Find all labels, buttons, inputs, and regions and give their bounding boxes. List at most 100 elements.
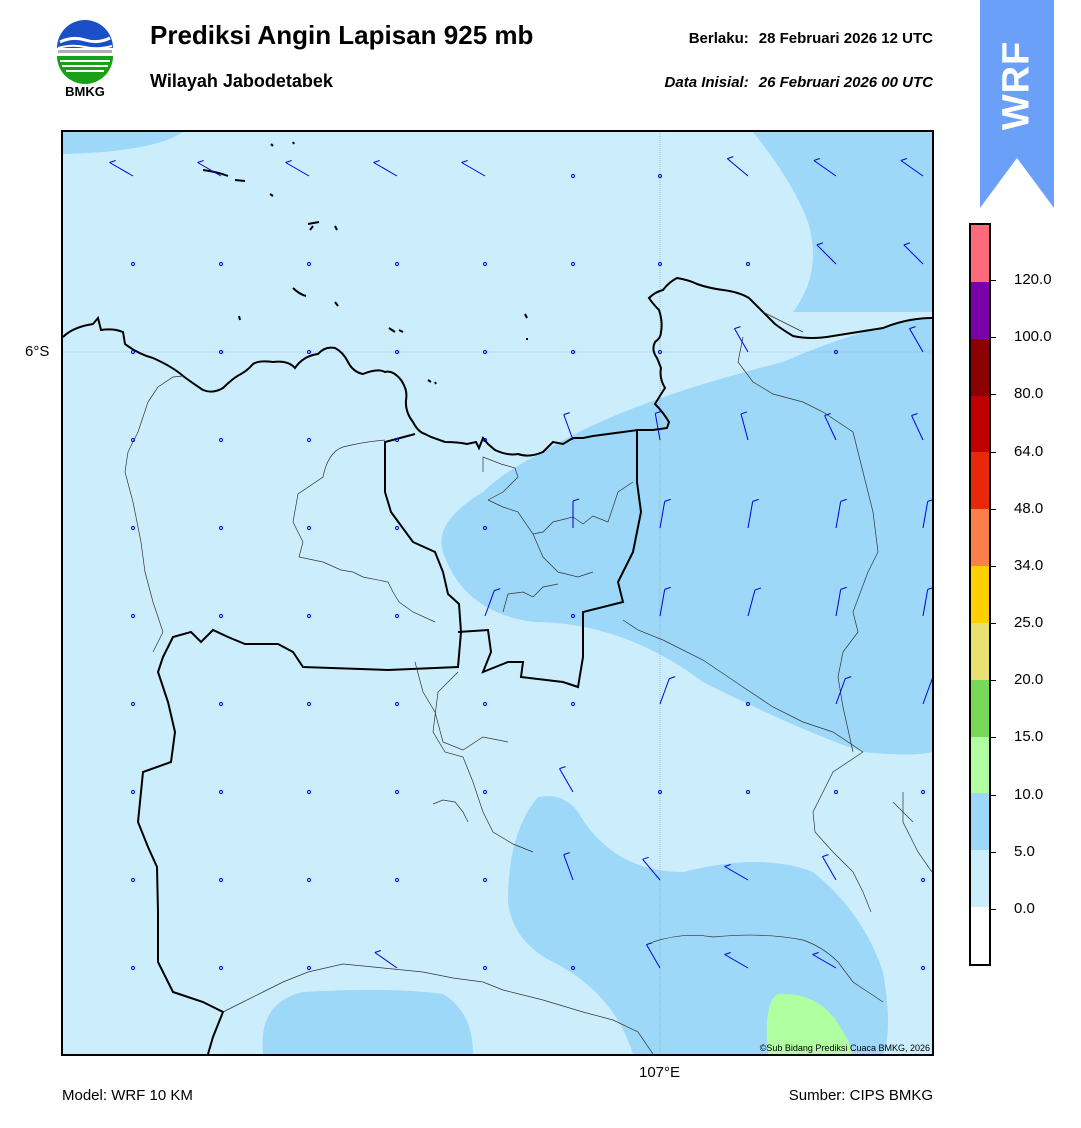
wind-barb-flag (911, 413, 918, 417)
colorbar-tick (989, 908, 996, 910)
wind-barb-flag (840, 498, 847, 502)
wind-barb (824, 415, 837, 441)
calm-wind-circle (483, 966, 487, 970)
wind-barb-flag (559, 766, 566, 770)
calm-wind-circle (483, 702, 487, 706)
calm-wind-circle (307, 526, 311, 530)
wind-barb-flag (109, 160, 116, 163)
colorbar-tick (989, 565, 996, 567)
wind-barb-flag (903, 242, 911, 246)
calm-wind-circle (219, 878, 223, 882)
calm-wind-circle (307, 966, 311, 970)
calm-wind-circle (395, 702, 399, 706)
calm-wind-circle (219, 262, 223, 266)
calm-wind-circle (131, 702, 135, 706)
wind-barb-flag (754, 587, 762, 591)
calm-wind-circle (219, 438, 223, 442)
wind-barb-flag (572, 498, 580, 502)
wind-barb-flag (927, 587, 932, 590)
wind-barb (484, 590, 495, 617)
wind-barb (642, 858, 661, 881)
colorbar-label: 0.0 (1014, 899, 1035, 917)
calm-wind-circle (571, 350, 575, 354)
wind-barb (563, 854, 574, 881)
wind-barb-flag (822, 854, 829, 858)
colorbar-segment (971, 736, 989, 794)
colorbar-segment (971, 395, 989, 453)
colorbar-label: 20.0 (1014, 671, 1044, 689)
wind-speed-colorbar (969, 223, 991, 966)
colorbar-segment (971, 281, 989, 339)
wrf-badge: WRF (980, 0, 1054, 210)
colorbar-label: 64.0 (1014, 442, 1044, 460)
wind-barb (922, 678, 932, 705)
colorbar-segment (971, 679, 989, 737)
calm-wind-circle (131, 790, 135, 794)
wind-barb (285, 162, 310, 177)
calm-wind-circle (483, 878, 487, 882)
wind-barb (659, 501, 666, 529)
colorbar-label: 5.0 (1014, 842, 1035, 860)
calm-wind-circle (483, 526, 487, 530)
wind-barb (747, 501, 754, 529)
valid-value: 28 Februari 2026 12 UTC (758, 30, 933, 47)
valid-time: Berlaku: 28 Februari 2026 12 UTC (689, 30, 933, 47)
colorbar-tick (989, 337, 996, 339)
calm-wind-circle (307, 878, 311, 882)
calm-wind-circle (219, 526, 223, 530)
calm-wind-circle (834, 790, 838, 794)
wind-barb (724, 866, 749, 881)
calm-wind-circle (395, 614, 399, 618)
wind-barb (903, 244, 924, 265)
colorbar-label: 48.0 (1014, 499, 1044, 517)
calm-wind-circle (658, 790, 662, 794)
colorbar-label: 120.0 (1014, 271, 1052, 289)
wind-barb-flag (740, 411, 748, 415)
wind-barb-flag (655, 410, 662, 414)
colorbar-segment (971, 452, 989, 510)
source-info: Sumber: CIPS BMKG (788, 1087, 933, 1104)
calm-wind-circle (658, 262, 662, 266)
wind-barb (461, 162, 486, 177)
page-title: Prediksi Angin Lapisan 925 mb (150, 20, 534, 50)
wind-barb (646, 944, 661, 969)
colorbar-tick (989, 451, 996, 453)
colorbar-tick (989, 508, 996, 510)
wind-barb (835, 678, 846, 705)
bmkg-logo: BMKG (52, 20, 118, 102)
wind-barb-flag (197, 160, 204, 163)
wind-barb-flag (816, 242, 824, 246)
wind-barb (654, 413, 661, 441)
wrf-badge-text: WRF (995, 40, 1038, 130)
calm-wind-circle (483, 262, 487, 266)
calm-wind-circle (219, 790, 223, 794)
calm-wind-circle (834, 350, 838, 354)
colorbar-label: 25.0 (1014, 614, 1044, 632)
colorbar-segment (971, 338, 989, 396)
wind-barb (816, 244, 837, 265)
calm-wind-circle (658, 350, 662, 354)
wind-barb-flag (813, 158, 821, 161)
wind-barb (812, 954, 837, 969)
wind-barb-flag (646, 942, 653, 946)
wind-barb-flag (909, 326, 916, 330)
calm-wind-circle (219, 966, 223, 970)
calm-wind-circle (921, 878, 925, 882)
wind-barb-flag (752, 498, 759, 502)
wind-barb-flag (374, 950, 382, 953)
wind-barb-flag (812, 952, 819, 955)
calm-wind-circle (483, 350, 487, 354)
wind-barb (373, 162, 398, 177)
initial-label: Data Inisial: (664, 74, 749, 91)
latitude-label: 6°S (25, 343, 50, 360)
calm-wind-circle (483, 438, 487, 442)
wind-barb (747, 589, 756, 617)
wind-barb-flag (494, 588, 501, 592)
calm-wind-circle (219, 702, 223, 706)
colorbar-tick (989, 394, 996, 396)
calm-wind-circle (658, 174, 662, 178)
colorbar-label: 80.0 (1014, 385, 1044, 403)
wind-barb-flag (664, 498, 671, 502)
wind-barb-flag (642, 856, 649, 860)
calm-wind-circle (131, 350, 135, 354)
